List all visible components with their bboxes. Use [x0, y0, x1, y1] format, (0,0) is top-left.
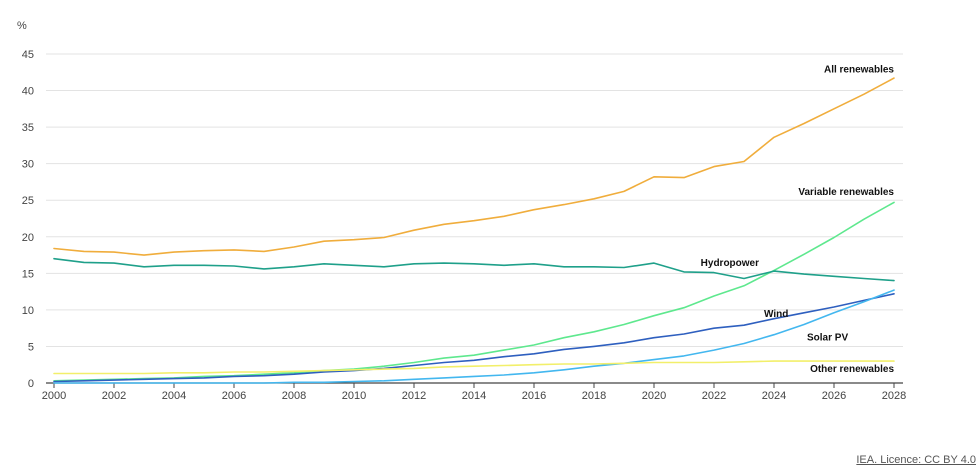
series-label: Variable renewables — [798, 187, 894, 198]
x-tick-label: 2000 — [42, 390, 66, 402]
x-tick-label: 2024 — [762, 390, 786, 402]
x-tick-label: 2010 — [342, 390, 366, 402]
series-labels: All renewables Variable renewables Hydropo… — [701, 64, 895, 375]
series-label: Other renewables — [810, 364, 894, 375]
x-tick-label: 2008 — [282, 390, 306, 402]
x-tick-label: 2004 — [162, 390, 186, 402]
series-label: Hydropower — [701, 258, 759, 269]
series-line-all-renewables — [53, 77, 895, 256]
y-tick-label: 25 — [22, 195, 34, 207]
series-line-solar-pv — [53, 289, 895, 384]
series-line-hydropower — [53, 257, 895, 282]
x-tick-label: 2016 — [522, 390, 546, 402]
y-tick-label: 45 — [22, 49, 34, 61]
series-line-variable-renewables — [53, 201, 895, 382]
series-label: Solar PV — [807, 333, 848, 344]
y-axis-ticks: 0 5 10 15 20 25 30 35 40 45 — [22, 49, 34, 390]
x-tick-label: 2020 — [642, 390, 666, 402]
x-tick-label: 2026 — [822, 390, 846, 402]
series-line-other-renewables — [53, 360, 895, 375]
x-tick-label: 2006 — [222, 390, 246, 402]
gridlines — [46, 53, 903, 384]
y-tick-label: 35 — [22, 122, 34, 134]
y-tick-label: 0 — [28, 378, 34, 390]
series-label: All renewables — [824, 64, 894, 75]
y-tick-label: 20 — [22, 232, 34, 244]
y-tick-label: 30 — [22, 159, 34, 171]
x-tick-label: 2012 — [402, 390, 426, 402]
series-lines — [53, 77, 895, 384]
y-tick-label: 5 — [28, 341, 34, 353]
x-axis-ticks: 2000 2002 2004 2006 2008 2010 2012 2014 2016 2018… — [42, 383, 906, 402]
x-tick-label: 2028 — [882, 390, 906, 402]
x-tick-label: 2002 — [102, 390, 126, 402]
series-label: Wind — [764, 309, 788, 320]
x-tick-label: 2014 — [462, 390, 486, 402]
x-tick-label: 2018 — [582, 390, 606, 402]
x-tick-label: 2022 — [702, 390, 726, 402]
y-tick-label: 15 — [22, 268, 34, 280]
y-axis-unit: % — [17, 20, 27, 32]
y-tick-label: 10 — [22, 305, 34, 317]
series-line-wind — [53, 293, 895, 383]
y-tick-label: 40 — [22, 86, 34, 98]
licence-link[interactable]: IEA. Licence: CC BY 4.0 — [856, 454, 976, 466]
